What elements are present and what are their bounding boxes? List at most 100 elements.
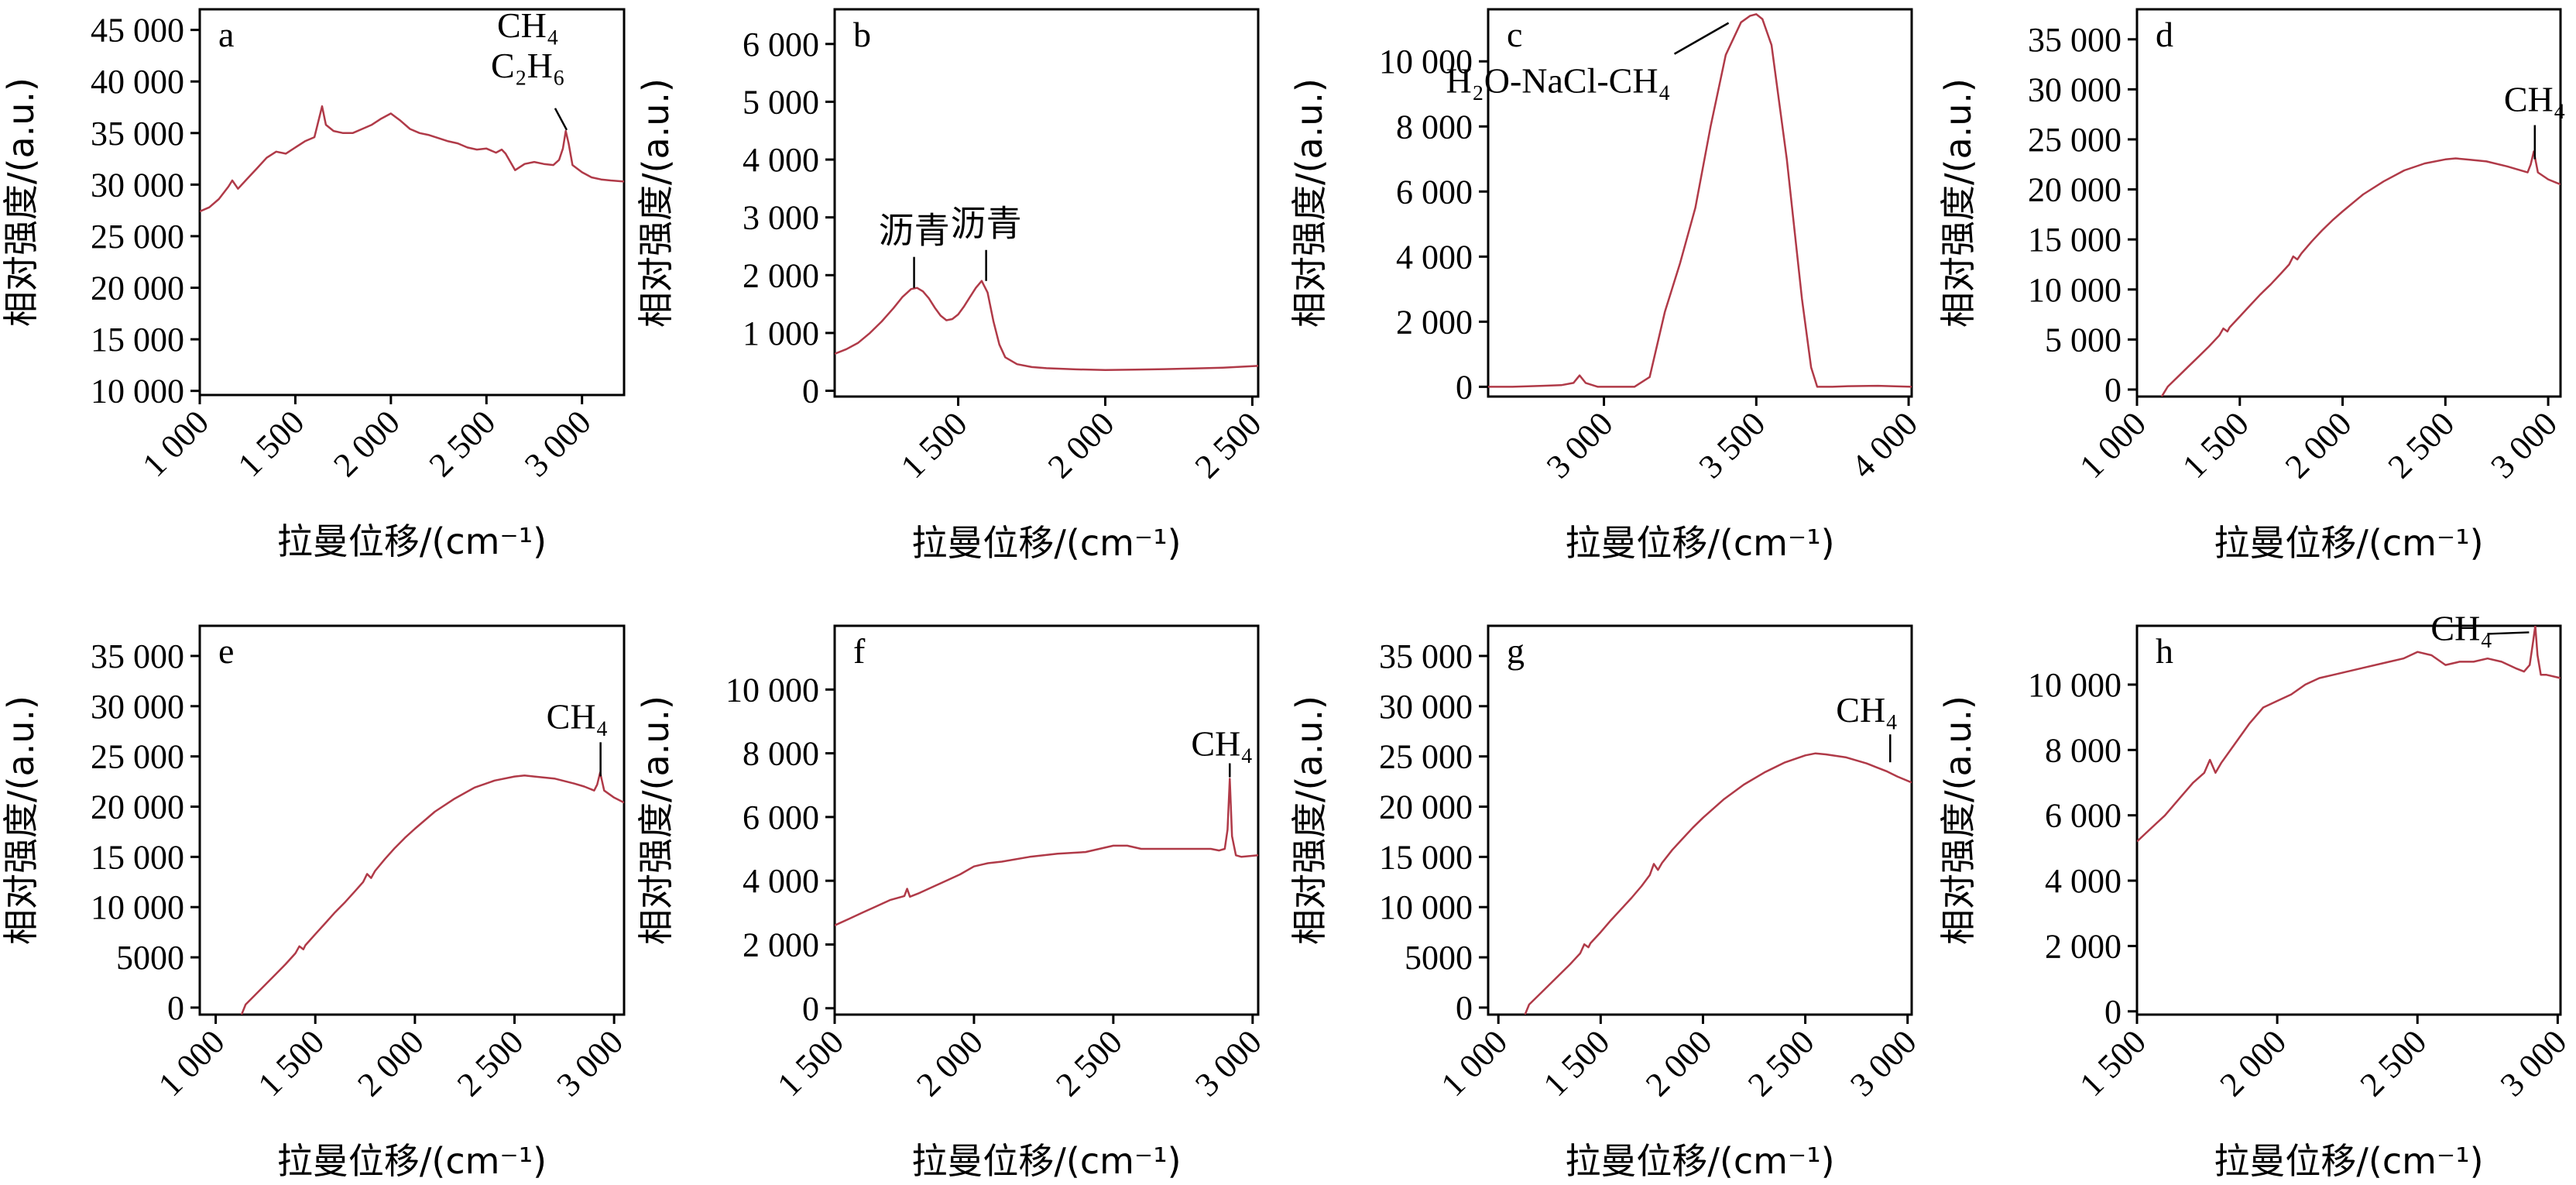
chart-panel-d: 0 5 000 10 000 15 000 20 000 25 000 30 000 35 0… <box>1937 8 2566 564</box>
x-tick-label: 3 000 <box>1843 1022 1924 1104</box>
panel-label: b <box>853 15 871 54</box>
y-axis-title: 相对强度/(a.u.) <box>1288 78 1330 328</box>
peak-annotation: CH₄ <box>2504 80 2566 119</box>
spectrum-line <box>240 771 624 1015</box>
x-axis-title: 拉曼位移/(cm⁻¹) <box>2214 522 2483 564</box>
spectrum-line <box>2160 150 2561 397</box>
y-tick-label: 4 000 <box>743 862 819 900</box>
y-tick-label: 40 000 <box>91 63 184 101</box>
y-tick-label: 0 <box>802 990 819 1028</box>
x-tick-label: 2 000 <box>909 1022 990 1104</box>
x-tick-label: 1 500 <box>2175 404 2256 486</box>
x-axis-title: 拉曼位移/(cm⁻¹) <box>1565 1140 1834 1182</box>
y-tick-label: 10 000 <box>2028 271 2122 309</box>
y-tick-label: 3 000 <box>743 199 819 237</box>
x-tick-label: 3 000 <box>550 1022 631 1104</box>
x-tick-label: 2 000 <box>2213 1022 2294 1104</box>
y-tick-label: 35 000 <box>91 637 184 675</box>
y-tick-label: 20 000 <box>91 270 184 307</box>
y-tick-label: 8 000 <box>2045 731 2122 769</box>
x-tick-label: 3 000 <box>1188 1022 1269 1104</box>
peak-annotation: CH₄ <box>497 5 559 45</box>
y-axis-title: 相对强度/(a.u.) <box>635 696 677 945</box>
plot-frame <box>2135 624 2562 1016</box>
x-tick-label: 1 500 <box>770 1022 851 1104</box>
y-tick-label: 0 <box>2104 371 2122 409</box>
x-tick-label: 1 500 <box>894 404 975 486</box>
x-axis-title: 拉曼位移/(cm⁻¹) <box>911 522 1181 564</box>
spectrum-line <box>835 778 1258 926</box>
x-tick-label: 2 000 <box>1041 404 1122 486</box>
y-tick-label: 30 000 <box>2028 70 2122 108</box>
y-tick-label: 25 000 <box>91 738 184 776</box>
spectrum-line <box>200 105 624 213</box>
y-tick-label: 30 000 <box>91 688 184 726</box>
x-tick-label: 1 500 <box>1536 1022 1617 1104</box>
y-tick-label: 6 000 <box>2045 797 2122 835</box>
x-tick-label: 1 500 <box>2072 1022 2153 1104</box>
x-axis-title: 拉曼位移/(cm⁻¹) <box>911 1140 1181 1182</box>
chart-panel-a: 10 000 15 000 20 000 25 000 30 000 35 000 40 0… <box>0 5 626 562</box>
panel-label: g <box>1507 631 1525 671</box>
y-tick-label: 10 000 <box>91 373 184 410</box>
y-tick-label: 4 000 <box>1396 238 1473 276</box>
y-tick-label: 5000 <box>1405 939 1473 977</box>
y-tick-label: 45 000 <box>91 12 184 50</box>
y-tick-label: 6 000 <box>743 799 819 836</box>
y-tick-label: 0 <box>1456 368 1473 406</box>
y-tick-label: 35 000 <box>91 115 184 153</box>
y-tick-label: 25 000 <box>1379 738 1473 776</box>
x-tick-label: 2 500 <box>2353 1022 2434 1104</box>
y-tick-label: 10 000 <box>91 888 184 926</box>
y-tick-label: 0 <box>2104 993 2122 1031</box>
annotation-leader <box>554 108 568 131</box>
y-tick-label: 2 000 <box>2045 927 2122 965</box>
plot-frame <box>1487 624 1913 1016</box>
plot-frame <box>2135 8 2562 398</box>
y-tick-label: 1 000 <box>743 314 819 352</box>
chart-panel-b: 0 1 000 2 000 3 000 4 000 5 000 6 000 1 500 2 00… <box>635 8 1269 564</box>
annotation-leader <box>2487 631 2530 635</box>
x-tick-label: 2 500 <box>450 1022 531 1104</box>
x-tick-label: 2 500 <box>1048 1022 1130 1104</box>
plot-frame <box>198 624 626 1016</box>
y-tick-label: 8 000 <box>1396 108 1473 146</box>
panel-label: f <box>853 631 866 671</box>
y-tick-label: 10 000 <box>725 671 819 709</box>
y-tick-label: 4 000 <box>2045 862 2122 900</box>
x-tick-label: 1 000 <box>2072 404 2153 486</box>
peak-annotation: 沥青 <box>951 203 1022 245</box>
chart-panel-e: 0 5000 10 000 15 000 20 000 25 000 30 000 35 00… <box>0 624 631 1182</box>
x-tick-label: 2 000 <box>2278 404 2359 486</box>
y-axis-title: 相对强度/(a.u.) <box>1937 696 1979 945</box>
x-tick-label: 1 000 <box>135 403 216 484</box>
x-tick-label: 3 000 <box>517 403 599 484</box>
y-tick-label: 20 000 <box>91 788 184 826</box>
y-tick-label: 15 000 <box>91 321 184 359</box>
x-tick-label: 2 000 <box>350 1022 431 1104</box>
y-axis-title: 相对强度/(a.u.) <box>1288 696 1330 945</box>
spectrum-line <box>2137 626 2561 843</box>
x-tick-label: 2 500 <box>1741 1022 1822 1104</box>
peak-annotation: CH₄ <box>1191 724 1253 764</box>
x-tick-label: 1 500 <box>231 403 312 484</box>
y-tick-label: 2 000 <box>743 926 819 963</box>
x-tick-label: 2 500 <box>422 403 503 484</box>
peak-annotation: CH₄ <box>1836 690 1898 730</box>
chart-panel-f: 0 2 000 4 000 6 000 8 000 10 000 1 500 2 000 2 5… <box>635 624 1269 1182</box>
x-tick-label: 2 500 <box>1188 404 1269 486</box>
panel-label: c <box>1507 15 1522 54</box>
y-tick-label: 6 000 <box>743 26 819 64</box>
y-tick-label: 6 000 <box>1396 173 1473 211</box>
peak-annotation: C₂H₆ <box>491 46 565 85</box>
y-axis-title: 相对强度/(a.u.) <box>0 77 42 327</box>
y-tick-label: 5 000 <box>2045 321 2122 359</box>
x-tick-label: 1 000 <box>1434 1022 1515 1104</box>
peak-annotation: CH₄ <box>2430 608 2492 647</box>
chart-panel-c: 0 2 000 4 000 6 000 8 000 10 000 3 000 3 500 4 0… <box>1288 8 1925 564</box>
panel-label: d <box>2156 15 2173 54</box>
spectrum-line <box>835 280 1258 371</box>
y-tick-label: 0 <box>167 989 184 1027</box>
x-tick-label: 2 500 <box>2381 404 2462 486</box>
